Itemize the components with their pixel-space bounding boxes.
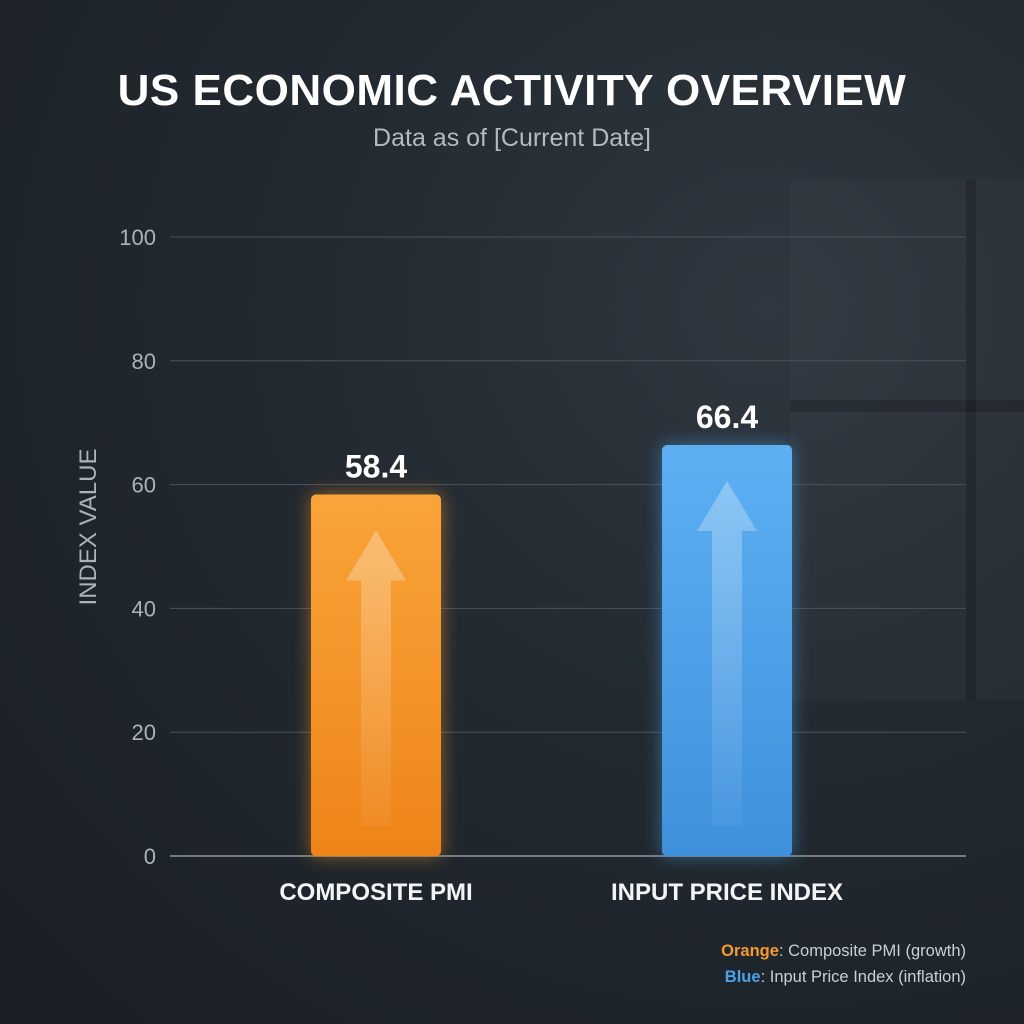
x-category-label: INPUT PRICE INDEX <box>611 879 843 906</box>
up-arrow-icon <box>346 530 406 826</box>
y-axis-label: INDEX VALUE <box>75 449 102 606</box>
legend-entry: Blue: Input Price Index (inflation) <box>721 964 966 990</box>
up-arrow-icon <box>697 480 757 826</box>
chart-subtitle: Data as of [Current Date] <box>373 124 651 152</box>
legend-key: Blue <box>724 968 761 986</box>
legend-text: : Composite PMI (growth) <box>778 942 966 960</box>
chart-title: US ECONOMIC ACTIVITY OVERVIEW <box>117 66 907 115</box>
y-tick-label: 20 <box>132 720 156 745</box>
legend-text: : Input Price Index (inflation) <box>760 968 966 986</box>
y-tick-label: 40 <box>132 596 156 621</box>
legend-entry: Orange: Composite PMI (growth) <box>721 938 966 964</box>
bar-value-label: 58.4 <box>345 449 407 485</box>
bar-value-label: 66.4 <box>696 399 758 435</box>
y-tick-label: 0 <box>144 844 156 869</box>
y-tick-label: 80 <box>132 349 156 374</box>
x-category-label: COMPOSITE PMI <box>279 879 472 906</box>
legend-key: Orange <box>721 942 779 960</box>
y-tick-label: 60 <box>132 473 156 498</box>
background-window-shadow <box>790 180 1024 700</box>
y-tick-label: 100 <box>119 225 156 250</box>
legend: Orange: Composite PMI (growth) Blue: Inpu… <box>721 938 966 990</box>
